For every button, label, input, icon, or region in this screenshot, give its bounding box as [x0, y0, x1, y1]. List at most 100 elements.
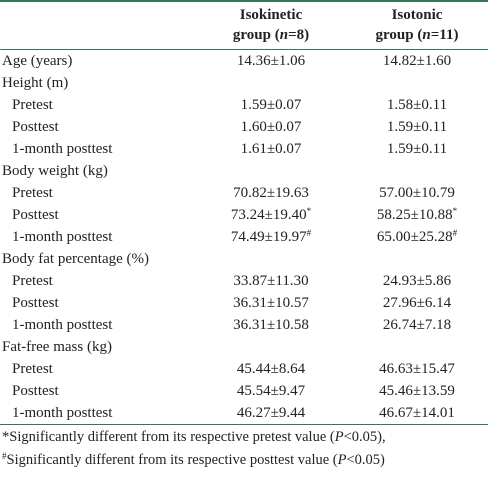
value-cell: 1.59±0.07 — [196, 94, 346, 116]
text-segment: group ( — [232, 27, 280, 43]
row-label: Posttest — [12, 207, 59, 223]
value-cell: 70.82±19.63 — [196, 182, 346, 204]
value-cell: 1.59±0.11 — [346, 138, 488, 160]
value-cell — [346, 248, 488, 270]
value: 45.44±8.64 — [236, 361, 306, 377]
value-cell: 1.61±0.07 — [196, 138, 346, 160]
value: 73.24±19.40 — [230, 207, 307, 223]
row-label: Pretest — [12, 97, 53, 113]
value: 24.93±5.86 — [382, 273, 452, 289]
value: 1.58±0.11 — [386, 97, 448, 113]
value: 74.49±19.97 — [230, 229, 307, 245]
text-segment: # — [2, 451, 7, 461]
note-mark: # — [452, 228, 458, 238]
value: 14.36±1.06 — [236, 53, 306, 69]
value: 33.87±11.30 — [233, 273, 309, 289]
value-cell: 26.74±7.18 — [346, 314, 488, 336]
note-mark: * — [452, 206, 458, 216]
value-cell: 45.44±8.64 — [196, 358, 346, 380]
header-line: group (n=11) — [376, 27, 459, 43]
value: 1.60±0.07 — [240, 119, 302, 135]
text-segment: <0.05), — [343, 429, 386, 445]
note-mark: # — [306, 228, 312, 238]
sub-row: 1-month posttest 74.49±19.97# 65.00±25.28# — [0, 226, 488, 248]
row: Body fat percentage (%) — [0, 248, 488, 270]
value: 26.74±7.18 — [382, 317, 452, 333]
row: Age (years) 14.36±1.06 14.82±1.60 — [0, 50, 488, 73]
value-cell: 73.24±19.40* — [196, 204, 346, 226]
value-cell: 45.46±13.59 — [346, 380, 488, 402]
row-label: Pretest — [12, 273, 53, 289]
value-cell — [346, 72, 488, 94]
header-row: Isokinetic group (n=8) Isotonic group (n=11… — [0, 0, 488, 50]
value: 58.25±10.88 — [376, 207, 453, 223]
value-cell — [196, 248, 346, 270]
value-cell: 74.49±19.97# — [196, 226, 346, 248]
value-cell: 58.25±10.88* — [346, 204, 488, 226]
value: 65.00±25.28 — [376, 229, 453, 245]
value-cell: 1.60±0.07 — [196, 116, 346, 138]
value: 70.82±19.63 — [233, 185, 309, 201]
value-cell: 65.00±25.28# — [346, 226, 488, 248]
row-label: Body weight (kg) — [2, 163, 108, 179]
value-cell: 36.31±10.57 — [196, 292, 346, 314]
row-label: Body fat percentage (%) — [2, 251, 150, 267]
text-segment: *Significantly different from its respec… — [2, 429, 335, 445]
value: 14.82±1.60 — [382, 53, 452, 69]
value-cell — [196, 160, 346, 182]
row-label: 1-month posttest — [12, 229, 113, 245]
sub-row: 1-month posttest 1.61±0.07 1.59±0.11 — [0, 138, 488, 160]
sub-row: Posttest 1.60±0.07 1.59±0.11 — [0, 116, 488, 138]
header-line: Isokinetic — [239, 7, 303, 23]
value: 46.27±9.44 — [236, 405, 306, 421]
sub-row: Pretest 1.59±0.07 1.58±0.11 — [0, 94, 488, 116]
value-cell — [196, 72, 346, 94]
value-cell: 57.00±10.79 — [346, 182, 488, 204]
text-segment: P — [337, 452, 347, 468]
value: 1.59±0.11 — [386, 119, 448, 135]
text-segment: group ( — [375, 27, 423, 43]
data-table: Isokinetic group (n=8) Isotonic group (n=11… — [0, 0, 488, 425]
value-cell — [346, 160, 488, 182]
value-cell — [196, 336, 346, 358]
value: 1.59±0.11 — [386, 141, 448, 157]
row-label: Fat-free mass (kg) — [2, 339, 112, 355]
value-cell: 46.67±14.01 — [346, 402, 488, 425]
value-cell: 36.31±10.58 — [196, 314, 346, 336]
column-header: Isokinetic group (n=8) — [196, 0, 346, 50]
value: 46.67±14.01 — [379, 405, 455, 421]
value-cell: 46.27±9.44 — [196, 402, 346, 425]
row-label: 1-month posttest — [12, 317, 113, 333]
value-cell — [346, 336, 488, 358]
table-body: Age (years) 14.36±1.06 14.82±1.60 Height (m… — [0, 50, 488, 425]
row-label: 1-month posttest — [0, 402, 196, 425]
footnotes: *Significantly different from its respec… — [0, 425, 488, 471]
value: 1.61±0.07 — [240, 141, 302, 157]
sub-row: 1-month posttest 46.27±9.44 46.67±14.01 — [0, 402, 488, 425]
sub-row: Pretest 33.87±11.30 24.93±5.86 — [0, 270, 488, 292]
value: 45.54±9.47 — [236, 383, 306, 399]
text-segment: Significantly different from its respect… — [6, 452, 338, 468]
footnote: *Significantly different from its respec… — [0, 425, 488, 448]
row-label: Pretest — [12, 361, 53, 377]
value: 57.00±10.79 — [379, 185, 455, 201]
row: Body weight (kg) — [0, 160, 488, 182]
row-label: Height (m) — [2, 75, 69, 91]
row-label: Age (years) — [2, 53, 73, 69]
note-mark: * — [306, 206, 312, 216]
value: 36.31±10.57 — [233, 295, 309, 311]
row-label: Posttest — [12, 295, 59, 311]
sub-row: Posttest 36.31±10.57 27.96±6.14 — [0, 292, 488, 314]
row-label: 1-month posttest — [12, 141, 113, 157]
row: Fat-free mass (kg) — [0, 336, 488, 358]
row-label: Pretest — [12, 185, 53, 201]
text-segment: n — [279, 27, 289, 43]
value-cell: 1.58±0.11 — [346, 94, 488, 116]
value-cell: 24.93±5.86 — [346, 270, 488, 292]
text-segment: n — [422, 27, 431, 43]
value-cell: 45.54±9.47 — [196, 380, 346, 402]
footnote: #Significantly different from its respec… — [0, 448, 488, 471]
value: 27.96±6.14 — [382, 295, 452, 311]
row: Height (m) — [0, 72, 488, 94]
